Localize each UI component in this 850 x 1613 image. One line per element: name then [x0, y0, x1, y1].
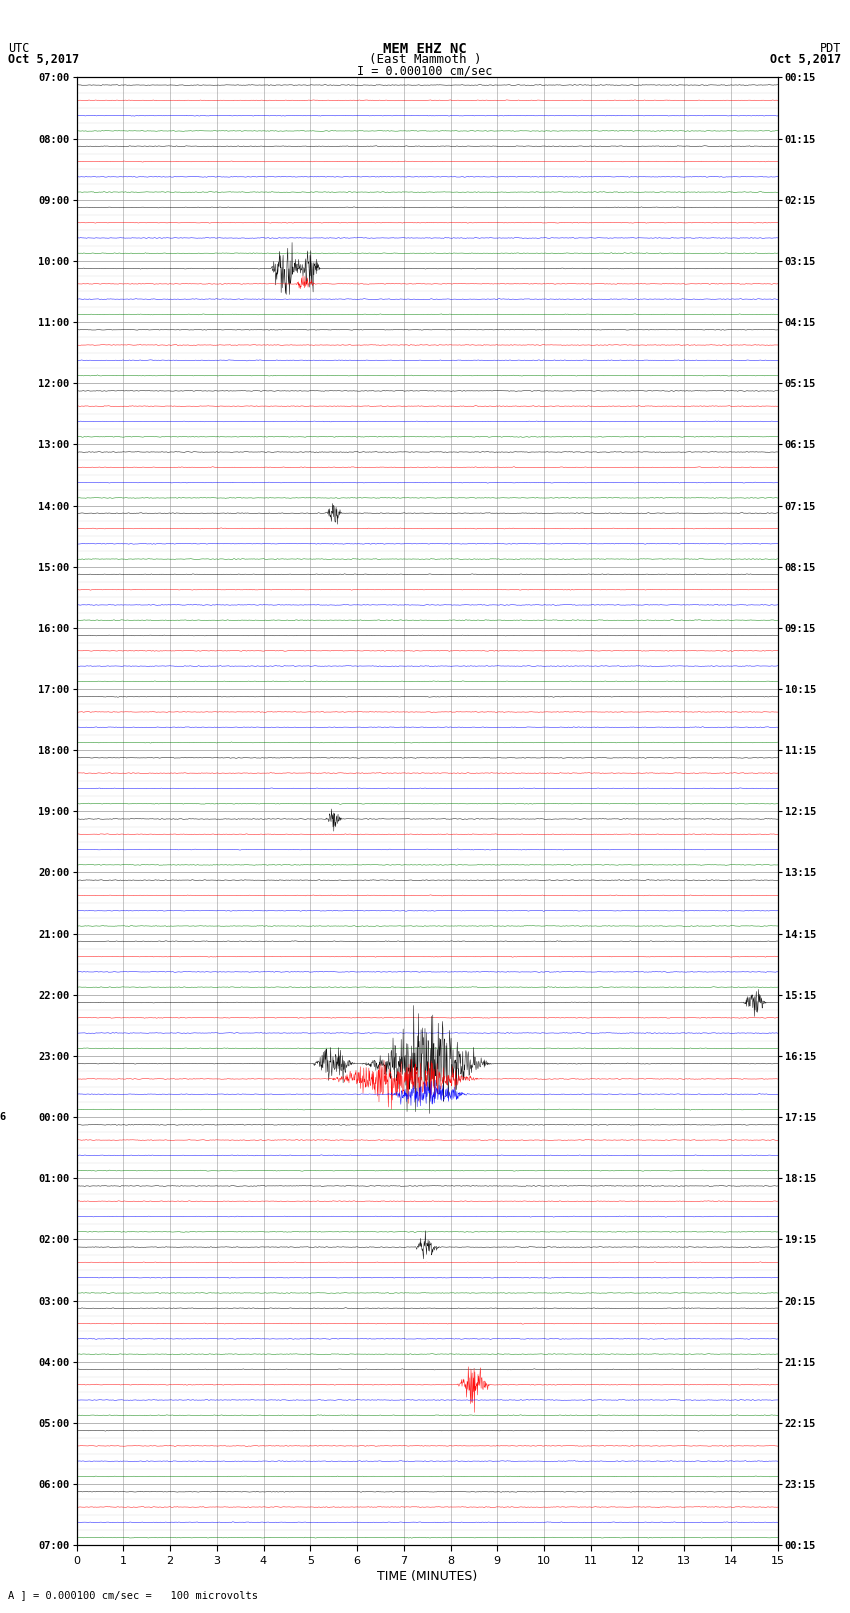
Text: A ] = 0.000100 cm/sec =   100 microvolts: A ] = 0.000100 cm/sec = 100 microvolts: [8, 1590, 258, 1600]
Text: Oct 5,2017: Oct 5,2017: [770, 53, 842, 66]
Text: Oct 6: Oct 6: [0, 1111, 7, 1123]
X-axis label: TIME (MINUTES): TIME (MINUTES): [377, 1569, 477, 1582]
Text: (East Mammoth ): (East Mammoth ): [369, 53, 481, 66]
Text: Oct 5,2017: Oct 5,2017: [8, 53, 80, 66]
Text: I = 0.000100 cm/sec: I = 0.000100 cm/sec: [357, 65, 493, 77]
Text: MEM EHZ NC: MEM EHZ NC: [383, 42, 467, 56]
Text: UTC: UTC: [8, 42, 30, 55]
Text: PDT: PDT: [820, 42, 842, 55]
